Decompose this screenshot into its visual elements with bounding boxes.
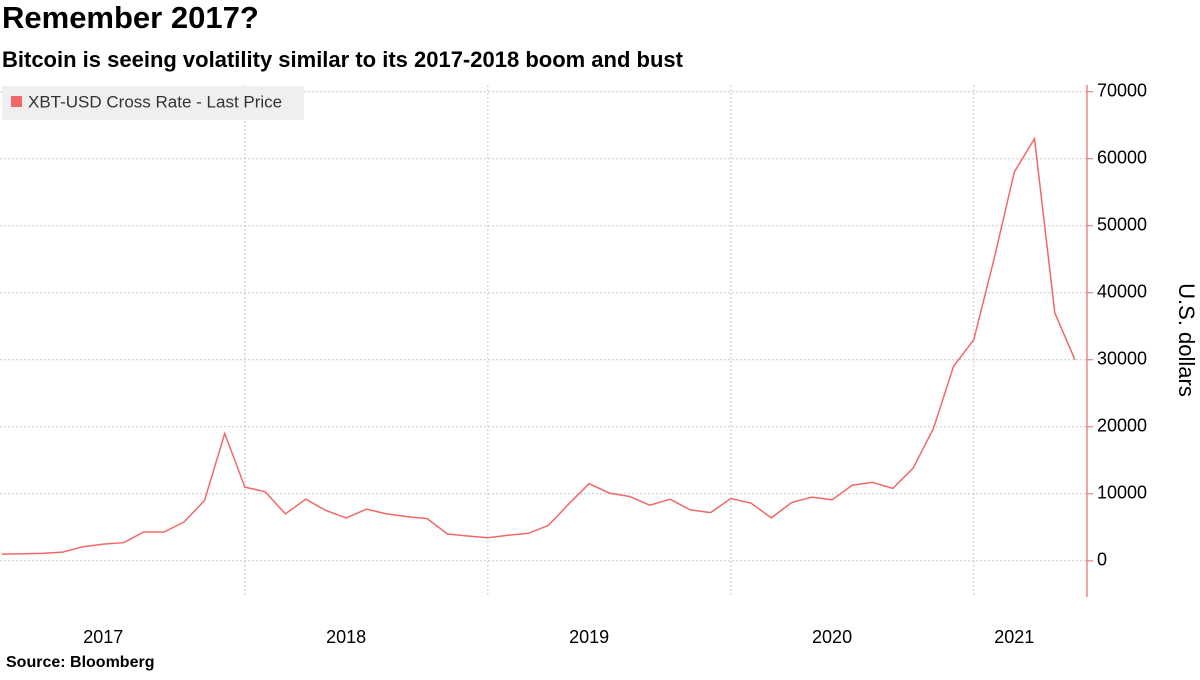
y-tick-label: 10000 <box>1097 483 1147 503</box>
source: Source: Bloomberg <box>6 654 154 671</box>
price-line <box>1 136 1076 555</box>
chart-title: Remember 2017? <box>2 0 259 35</box>
legend-swatch <box>11 96 22 107</box>
x-tick-label: 2021 <box>994 627 1034 647</box>
y-tick-label: 30000 <box>1097 349 1147 369</box>
x-tick-label: 2020 <box>812 627 852 647</box>
x-tick-label: 2018 <box>326 627 366 647</box>
y-tick-label: 50000 <box>1097 214 1147 234</box>
x-tick-label: 2017 <box>83 627 123 647</box>
legend-label: XBT-USD Cross Rate - Last Price <box>28 92 282 111</box>
chart-subtitle: Bitcoin is seeing volatility similar to … <box>2 47 684 72</box>
y-tick-label: 0 <box>1097 550 1107 570</box>
y-tick-label: 20000 <box>1097 416 1147 436</box>
y-tick-label: 70000 <box>1097 80 1147 100</box>
y-tick-label: 60000 <box>1097 147 1147 167</box>
x-tick-label: 2019 <box>569 627 609 647</box>
y-axis-label: U.S. dollars <box>1174 283 1199 397</box>
legend-box <box>2 86 304 120</box>
y-tick-label: 40000 <box>1097 281 1147 301</box>
